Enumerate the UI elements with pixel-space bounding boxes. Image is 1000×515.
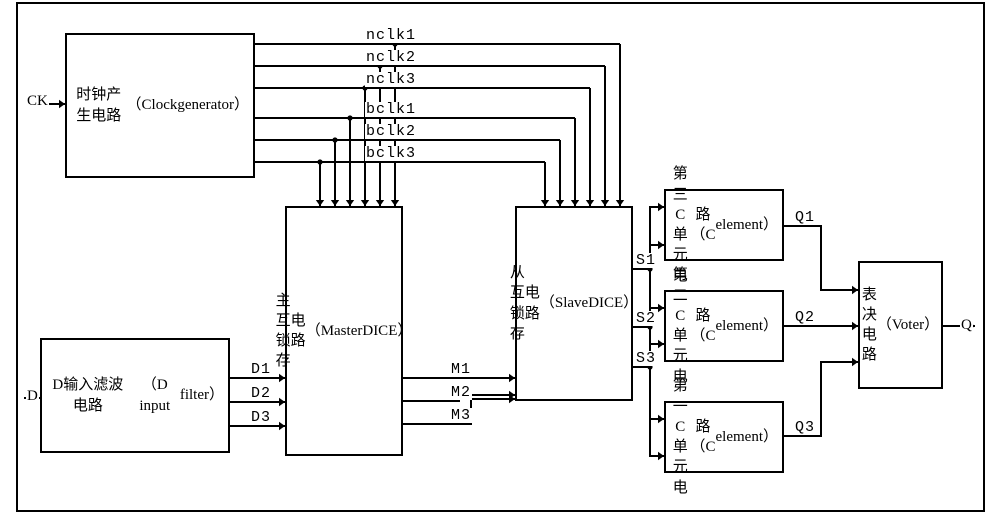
signal-M3: M3 bbox=[450, 408, 472, 423]
io-label-D: D bbox=[26, 389, 39, 404]
box-master: 主互锁存电路（MasterDICE） bbox=[285, 206, 403, 456]
signal-bclk3: bclk3 bbox=[365, 146, 417, 161]
signal-D2: D2 bbox=[250, 386, 272, 401]
box-c3: 第三C单元电路（Celement） bbox=[664, 189, 784, 261]
signal-bclk1: bclk1 bbox=[365, 102, 417, 117]
box-d_filter: D输入滤波电路（D inputfilter） bbox=[40, 338, 230, 453]
signal-S1: S1 bbox=[635, 253, 657, 268]
box-c1: 第一C单元电路（Celement） bbox=[664, 401, 784, 473]
io-label-CK: CK bbox=[26, 94, 49, 109]
signal-S2: S2 bbox=[635, 311, 657, 326]
signal-nclk1: nclk1 bbox=[365, 28, 417, 43]
signal-nclk2: nclk2 bbox=[365, 50, 417, 65]
box-c2: 第二C单元电路（Celement） bbox=[664, 290, 784, 362]
box-clock_gen: 时钟产生电路（Clockgenerator） bbox=[65, 33, 255, 178]
signal-nclk3: nclk3 bbox=[365, 72, 417, 87]
signal-M2: M2 bbox=[450, 385, 472, 400]
box-slave: 从互锁存电路（SlaveDICE） bbox=[515, 206, 633, 401]
signal-M1: M1 bbox=[450, 362, 472, 377]
signal-Q1: Q1 bbox=[794, 210, 816, 225]
signal-Q2: Q2 bbox=[794, 310, 816, 325]
signal-Q3: Q3 bbox=[794, 420, 816, 435]
signal-S3: S3 bbox=[635, 351, 657, 366]
io-label-Q: Q bbox=[960, 318, 973, 333]
signal-D3: D3 bbox=[250, 410, 272, 425]
signal-bclk2: bclk2 bbox=[365, 124, 417, 139]
signal-D1: D1 bbox=[250, 362, 272, 377]
box-voter: 表决电路（Voter） bbox=[858, 261, 943, 389]
